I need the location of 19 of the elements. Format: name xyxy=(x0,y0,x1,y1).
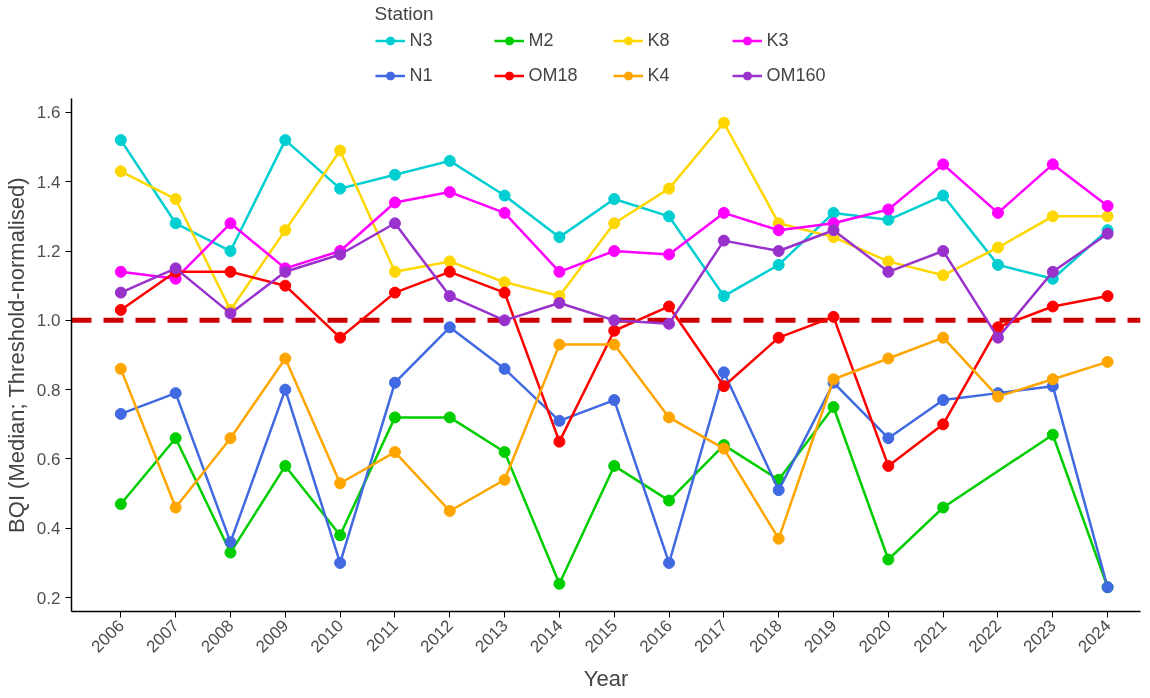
legend-label: N3 xyxy=(409,29,434,51)
x-axis-title: Year xyxy=(583,665,629,691)
y-tick-label: 1.4 xyxy=(36,172,61,192)
legend-label: K8 xyxy=(647,29,671,51)
y-tick-label: 0.4 xyxy=(36,519,61,539)
legend-title: Station xyxy=(374,2,435,25)
y-tick-label: 0.6 xyxy=(36,449,61,469)
legend-label: K4 xyxy=(647,64,671,86)
y-tick-label: 0.8 xyxy=(36,380,61,400)
y-tick-label: 1.6 xyxy=(36,103,61,123)
legend-label: M2 xyxy=(528,29,555,51)
y-tick-label: 1.2 xyxy=(36,242,61,262)
y-tick-label: 0.2 xyxy=(36,588,61,608)
legend-label: K3 xyxy=(766,29,790,51)
legend-label: OM160 xyxy=(766,64,827,86)
y-axis-title: BQI (Median; Threshold-normalised) xyxy=(3,177,29,533)
y-tick-label: 1.0 xyxy=(36,311,61,331)
legend-label: N1 xyxy=(409,64,434,86)
legend-label: OM18 xyxy=(528,64,579,86)
